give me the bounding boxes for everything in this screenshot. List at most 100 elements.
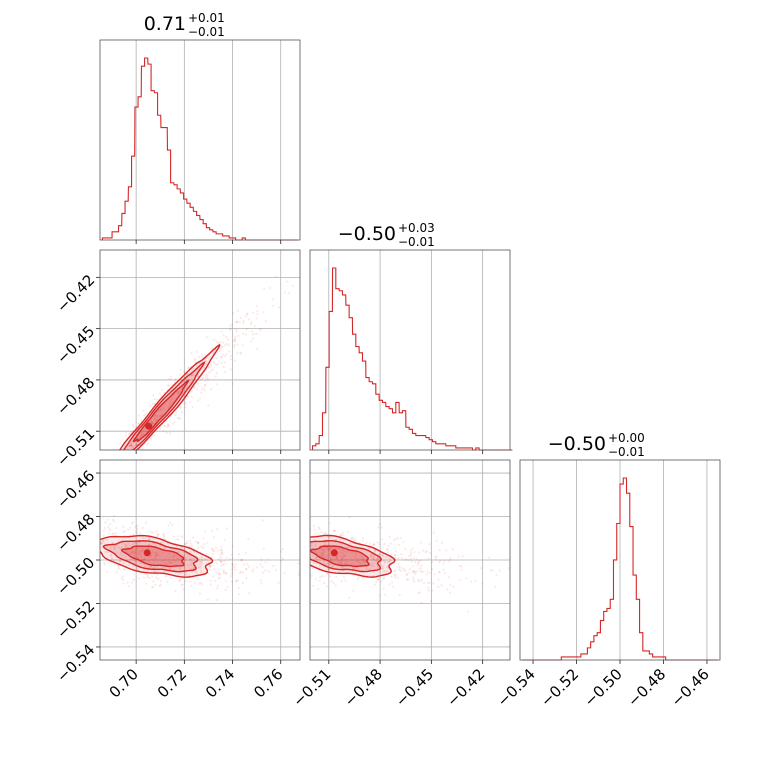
- scatter-point: [394, 554, 397, 557]
- scatter-point: [187, 542, 190, 545]
- scatter-point: [103, 480, 105, 482]
- scatter-point: [189, 563, 192, 567]
- scatter-point: [115, 456, 117, 458]
- scatter-point: [191, 367, 194, 370]
- scatter-point: [234, 335, 237, 339]
- scatter-point: [348, 596, 351, 600]
- scatter-point: [334, 584, 337, 587]
- scatter-point: [370, 553, 373, 557]
- scatter-point: [244, 551, 247, 554]
- scatter-point: [100, 475, 102, 477]
- scatter-point: [136, 524, 139, 527]
- scatter-point: [335, 558, 339, 561]
- scatter-point: [127, 585, 130, 588]
- scatter-point: [204, 360, 207, 363]
- scatter-point: [297, 574, 300, 577]
- scatter-point: [134, 450, 136, 452]
- scatter-point: [144, 537, 147, 540]
- scatter-point: [445, 549, 448, 552]
- scatter-point: [189, 550, 192, 554]
- scatter-point: [163, 537, 166, 540]
- scatter-point: [141, 526, 145, 530]
- scatter-point: [115, 466, 117, 468]
- scatter-point: [231, 567, 234, 570]
- scatter-point: [322, 553, 325, 556]
- scatter-point: [128, 453, 130, 455]
- scatter-point: [172, 558, 175, 562]
- scatter-point: [180, 546, 184, 549]
- scatter-point: [413, 571, 416, 574]
- scatter-point: [281, 557, 285, 560]
- y-tick-label-1-1: −0.48: [53, 374, 98, 419]
- title-minus-1: −0.01: [398, 235, 435, 249]
- scatter-point: [213, 568, 216, 571]
- scatter-point: [176, 556, 179, 559]
- scatter-point: [461, 555, 464, 558]
- scatter-point: [154, 554, 157, 557]
- scatter-point: [230, 580, 233, 583]
- scatter-point: [291, 550, 293, 552]
- panel-frame-2-1: [309, 459, 511, 661]
- scatter-point: [320, 548, 323, 552]
- scatter-point: [208, 564, 212, 568]
- scatter-point: [326, 547, 329, 550]
- scatter-point: [211, 552, 214, 556]
- scatter-point: [201, 376, 205, 379]
- scatter-point: [289, 535, 291, 537]
- scatter-point: [111, 557, 114, 561]
- scatter-point: [229, 575, 232, 578]
- scatter-point: [261, 536, 263, 538]
- scatter-point: [113, 545, 116, 548]
- scatter-point: [234, 563, 238, 566]
- scatter-point: [134, 442, 137, 445]
- scatter-point: [413, 580, 416, 583]
- panel-frame-1-0: [99, 249, 301, 451]
- scatter-point: [355, 557, 358, 560]
- scatter-point: [378, 552, 381, 555]
- title-value-1: −0.50: [338, 223, 396, 245]
- scatter-point: [189, 401, 192, 404]
- scatter-point: [191, 545, 194, 548]
- scatter-point: [302, 545, 304, 547]
- scatter-point: [89, 548, 91, 550]
- scatter-point: [88, 499, 90, 501]
- scatter-point: [189, 557, 192, 561]
- scatter-point: [127, 432, 131, 435]
- scatter-point: [222, 572, 225, 575]
- scatter-point: [189, 365, 192, 368]
- scatter-point: [199, 379, 202, 382]
- scatter-point: [157, 577, 160, 581]
- scatter-point: [231, 562, 234, 565]
- scatter-point: [195, 571, 198, 574]
- scatter-point: [149, 438, 152, 441]
- scatter-point: [267, 534, 269, 536]
- scatter-point: [159, 408, 162, 411]
- scatter-point: [412, 578, 415, 581]
- scatter-point: [295, 549, 297, 551]
- scatter-point: [137, 414, 140, 417]
- scatter-point: [320, 575, 324, 578]
- scatter-point: [158, 585, 161, 588]
- scatter-point: [420, 567, 423, 570]
- scatter-point: [57, 523, 59, 525]
- scatter-point: [90, 492, 92, 494]
- scatter-point: [433, 573, 436, 576]
- scatter-point: [164, 558, 167, 562]
- scatter-point: [397, 562, 400, 565]
- scatter-point: [91, 538, 93, 540]
- scatter-point: [204, 384, 207, 387]
- scatter-point: [326, 562, 329, 565]
- scatter-point: [133, 550, 136, 554]
- scatter-point: [151, 586, 154, 589]
- scatter-point: [129, 455, 131, 457]
- scatter-point: [201, 378, 204, 381]
- scatter-point: [143, 414, 146, 417]
- scatter-point: [140, 554, 143, 557]
- scatter-point: [344, 579, 347, 582]
- scatter-point: [178, 580, 181, 583]
- scatter-point: [155, 555, 158, 558]
- scatter-point: [132, 446, 135, 449]
- scatter-point: [357, 576, 360, 579]
- scatter-point: [489, 569, 492, 572]
- scatter-point: [142, 558, 145, 562]
